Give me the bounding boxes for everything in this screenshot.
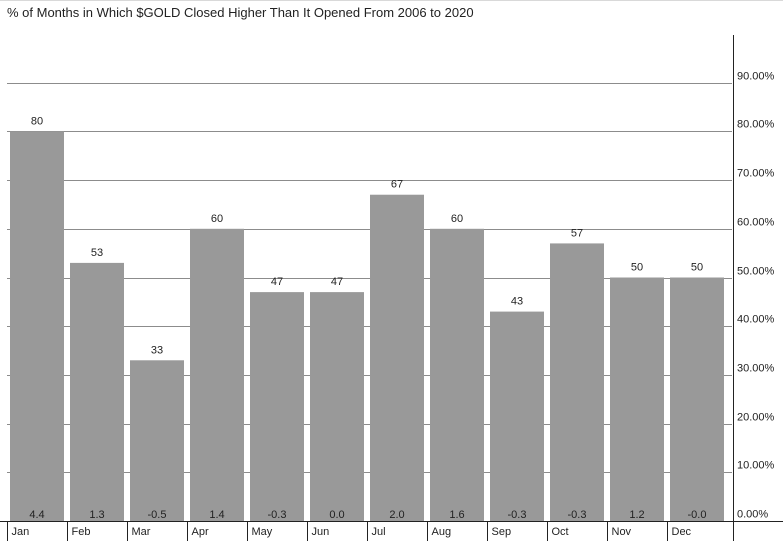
y-tick-label: 40.00% — [737, 314, 775, 326]
avg-return-label: -0.5 — [148, 509, 167, 521]
avg-return-label: 4.4 — [29, 509, 44, 521]
y-tick-label: 20.00% — [737, 412, 775, 424]
chart-title: % of Months in Which $GOLD Closed Higher… — [7, 5, 474, 20]
y-tick-label: 50.00% — [737, 266, 775, 278]
bar-value-label: 53 — [91, 247, 103, 259]
bar-aug — [430, 228, 484, 522]
bar-value-label: 43 — [511, 296, 523, 308]
return-labels: 4.4 1.3 -0.5 1.4 -0.3 0.0 2.0 1.6 -0.3 -0.3 1.2 -0.… — [29, 509, 706, 521]
x-axis: Jan Feb Mar Apr May Jun Jul Aug Sep Oct Nov Dec — [0, 35, 783, 541]
x-tick-label: Nov — [612, 526, 632, 538]
bar-value-label: 33 — [151, 344, 163, 356]
bar-value-label: 67 — [391, 179, 403, 191]
gridlines — [7, 83, 732, 473]
bar-mar — [130, 360, 184, 521]
y-tick-label: 70.00% — [737, 168, 775, 180]
avg-return-label: 1.3 — [89, 509, 104, 521]
bar-dec — [670, 277, 724, 521]
y-tick-label: 10.00% — [737, 460, 775, 472]
avg-return-label: 0.0 — [329, 509, 344, 521]
avg-return-label: 2.0 — [389, 509, 404, 521]
bar-apr — [190, 228, 244, 522]
avg-return-label: 1.6 — [449, 509, 464, 521]
y-tick-label: 90.00% — [737, 71, 775, 83]
bar-value-label: 57 — [571, 227, 583, 239]
y-tick-label: 0.00% — [737, 509, 768, 521]
bar-value-label: 60 — [211, 213, 223, 225]
bar-sep — [490, 311, 544, 521]
bar-value-label: 47 — [331, 276, 343, 288]
x-tick-label: Dec — [672, 526, 692, 538]
bar-jul — [370, 194, 424, 521]
avg-return-label: -0.3 — [568, 509, 587, 521]
bar-value-label: 50 — [691, 262, 703, 274]
y-axis-ticks: 0.00% 10.00% 20.00% 30.00% 40.00% 50.00% 60.00… — [737, 71, 775, 521]
bar-value-label: 80 — [31, 115, 43, 127]
y-tick-label: 60.00% — [737, 217, 775, 229]
x-tick-label: Sep — [492, 526, 512, 538]
x-tick-label: Feb — [72, 526, 91, 538]
avg-return-label: 1.2 — [629, 509, 644, 521]
avg-return-label: 1.4 — [209, 509, 224, 521]
bar-nov — [610, 277, 664, 521]
avg-return-label: -0.3 — [508, 509, 527, 521]
top-border — [0, 0, 783, 1]
bar-may — [250, 292, 304, 521]
x-tick-label: Oct — [552, 526, 569, 538]
x-tick-label: Mar — [132, 526, 151, 538]
y-tick-label: 80.00% — [737, 119, 775, 131]
avg-return-label: -0.3 — [268, 509, 287, 521]
bar-jun — [310, 292, 364, 521]
bar-value-labels: 80 53 33 60 47 47 67 60 43 57 50 50 — [31, 115, 703, 356]
bar-feb — [70, 262, 124, 521]
x-tick-label: May — [252, 526, 273, 538]
bars — [10, 131, 724, 522]
x-tick-label: Jun — [312, 526, 330, 538]
x-tick-label: Jan — [12, 526, 30, 538]
bar-value-label: 50 — [631, 262, 643, 274]
x-tick-label: Apr — [192, 526, 209, 538]
bar-jan — [10, 131, 64, 521]
x-tick-label: Aug — [432, 526, 452, 538]
x-tick-label: Jul — [372, 526, 386, 538]
bar-value-label: 47 — [271, 276, 283, 288]
bar-value-label: 60 — [451, 213, 463, 225]
avg-return-label: -0.0 — [688, 509, 707, 521]
bar-oct — [550, 243, 604, 521]
y-tick-label: 30.00% — [737, 363, 775, 375]
